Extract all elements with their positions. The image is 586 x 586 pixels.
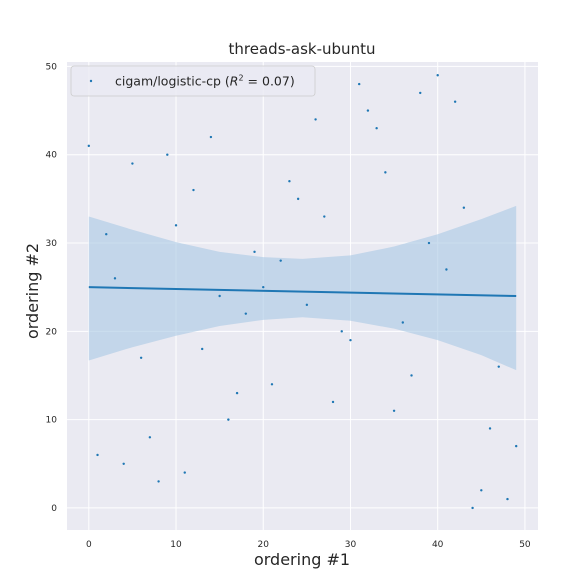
data-point <box>157 480 160 483</box>
data-point <box>96 453 99 457</box>
data-point <box>253 250 256 254</box>
x-tick-label: 10 <box>170 540 182 550</box>
data-point <box>262 285 265 289</box>
x-tick-label: 50 <box>519 540 531 550</box>
data-point <box>497 365 500 368</box>
data-point <box>270 383 274 386</box>
y-tick-label: 10 <box>46 416 58 426</box>
data-point <box>514 444 518 448</box>
data-point <box>87 144 91 148</box>
data-point <box>340 330 343 333</box>
y-tick-label: 30 <box>46 239 58 249</box>
data-point <box>192 188 195 192</box>
data-point <box>445 268 448 271</box>
data-point <box>357 82 361 86</box>
data-point <box>131 162 134 165</box>
data-point <box>314 118 317 121</box>
data-point <box>166 153 169 156</box>
data-points <box>87 74 518 510</box>
x-tick-label: 40 <box>432 540 444 550</box>
x-tick-label: 0 <box>86 540 92 550</box>
legend-marker <box>89 79 93 83</box>
data-point <box>323 215 326 218</box>
x-tick-label: 30 <box>345 540 357 550</box>
data-point <box>471 506 474 510</box>
data-point <box>113 277 117 280</box>
legend-label: cigam/logistic-cp (R2 = 0.07) <box>115 74 295 89</box>
data-point <box>410 374 413 377</box>
y-tick-label: 40 <box>46 151 58 161</box>
data-point <box>349 338 352 342</box>
data-point <box>183 471 186 474</box>
data-point <box>453 100 457 103</box>
legend: cigam/logistic-cp (R2 = 0.07) <box>70 65 316 97</box>
data-point <box>401 321 405 324</box>
data-point <box>200 347 204 351</box>
x-tick-labels: 0 10 20 30 40 50 <box>86 540 531 550</box>
data-point <box>122 462 125 465</box>
y-tick-label: 0 <box>51 504 57 514</box>
regression-line <box>88 286 517 297</box>
data-point <box>227 418 230 421</box>
data-point <box>209 135 213 139</box>
data-point <box>139 356 143 360</box>
data-point <box>174 224 178 227</box>
data-point <box>218 294 221 298</box>
data-point <box>419 91 422 95</box>
confidence-band <box>88 205 517 371</box>
data-point <box>296 197 300 201</box>
legend-label-text: cigam/logistic-cp ( <box>115 74 230 89</box>
data-point <box>462 206 466 209</box>
data-point <box>366 109 370 112</box>
y-tick-label: 50 <box>46 62 58 72</box>
data-point <box>288 180 291 183</box>
y-tick-label: 20 <box>46 327 58 337</box>
data-point <box>244 312 248 315</box>
data-point <box>148 436 152 439</box>
data-point <box>480 489 483 492</box>
data-point <box>105 232 108 236</box>
chart-title: threads-ask-ubuntu <box>229 40 376 58</box>
legend-r2-exponent: 2 <box>238 74 243 83</box>
x-axis-label: ordering #1 <box>254 550 350 569</box>
data-point <box>331 400 335 404</box>
regression-line-layer <box>88 286 517 297</box>
x-tick-label: 20 <box>258 540 270 550</box>
data-point <box>279 259 282 262</box>
legend-r2-symbol: R <box>230 74 239 89</box>
data-point <box>305 303 309 307</box>
data-point <box>488 427 492 430</box>
y-tick-labels: 0 10 20 30 40 50 <box>46 62 58 514</box>
legend-box <box>70 65 316 97</box>
data-point <box>235 391 239 395</box>
data-point <box>427 241 431 245</box>
data-point <box>436 74 439 77</box>
confidence-band-layer <box>88 205 517 371</box>
data-point <box>375 127 378 130</box>
legend-r2-value: = 0.07) <box>244 74 295 89</box>
data-point <box>384 171 387 174</box>
data-point <box>392 409 396 412</box>
data-point <box>506 497 509 501</box>
y-axis-label: ordering #2 <box>23 243 42 339</box>
